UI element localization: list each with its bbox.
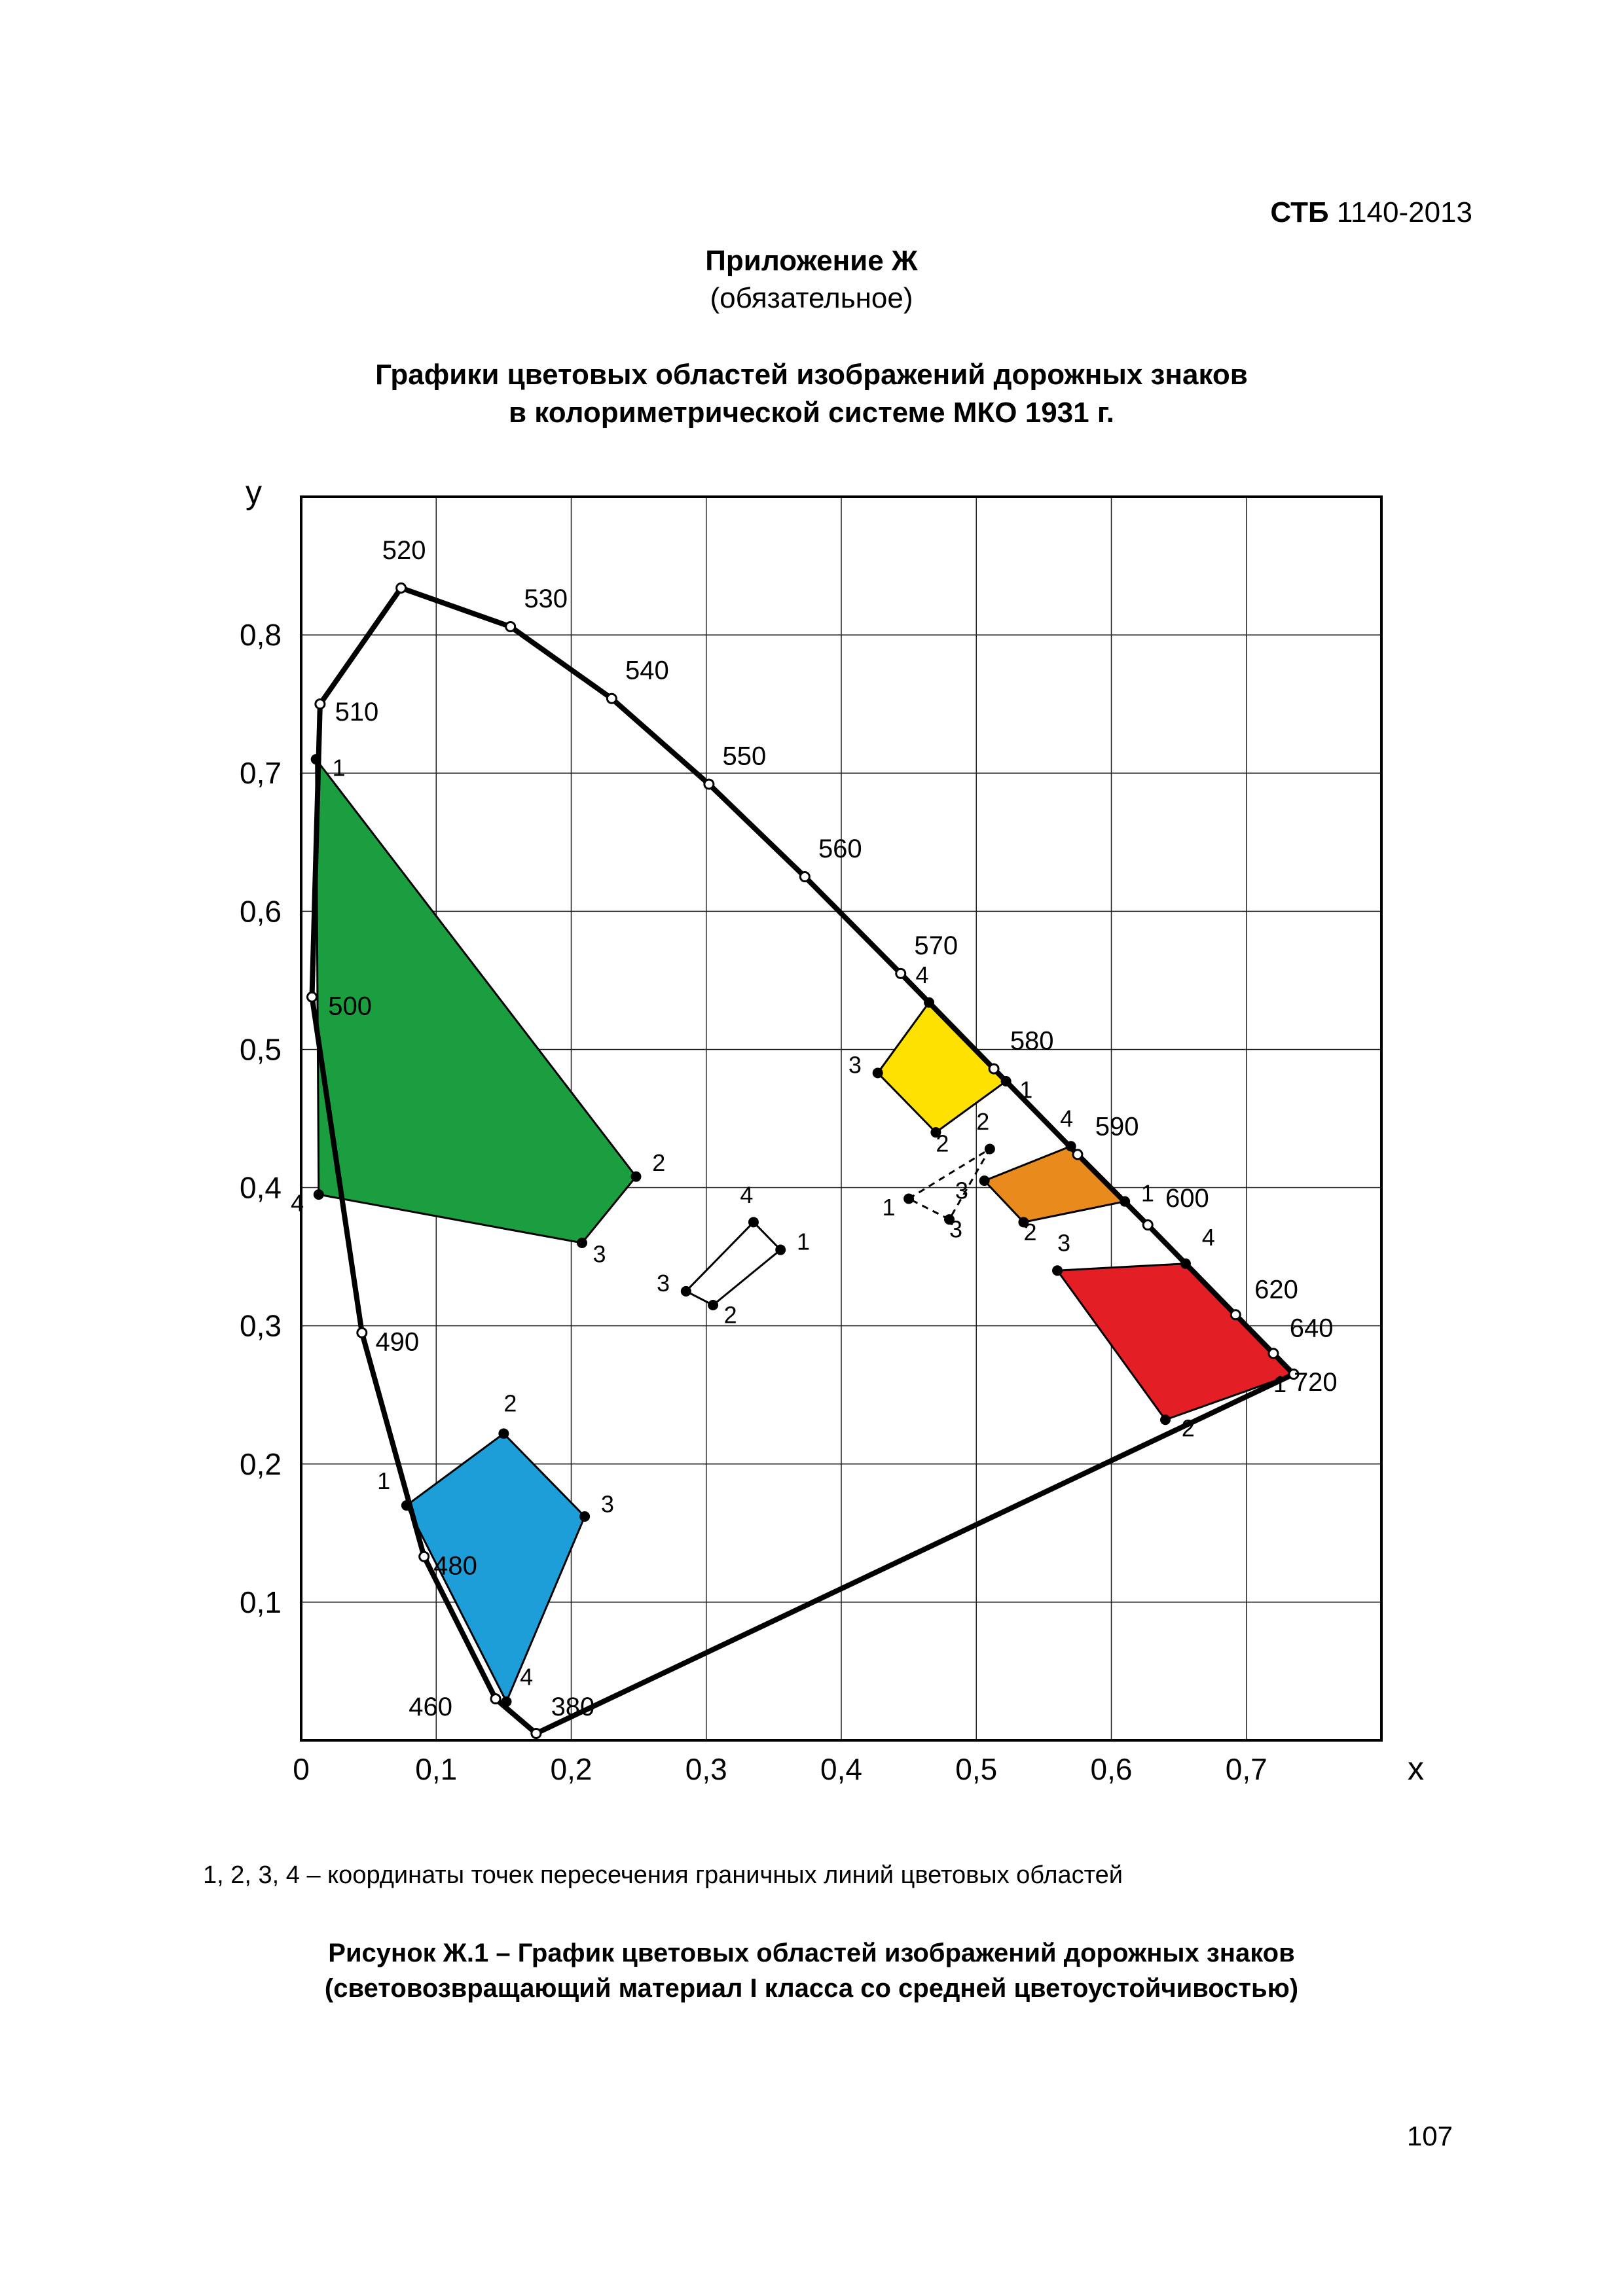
y-tick-label: 0,2 — [240, 1447, 282, 1481]
region-white — [685, 1222, 780, 1305]
region-white-vertex-label: 3 — [657, 1270, 670, 1297]
region-blue-vertex-label: 3 — [600, 1490, 613, 1517]
y-tick-label: 0,5 — [240, 1032, 282, 1066]
y-tick-label: 0,7 — [240, 756, 282, 790]
region-white-vertex-label: 1 — [796, 1228, 809, 1255]
region-red-vertex-label: 3 — [1057, 1229, 1070, 1256]
standard-prefix: СТБ — [1270, 196, 1328, 228]
footnote: 1, 2, 3, 4 – координаты точек пересечени… — [203, 1861, 1486, 1890]
y-tick-label: 0,3 — [240, 1308, 282, 1342]
locus-wavelength-label: 520 — [382, 536, 426, 565]
x-axis-label: x — [1408, 1750, 1424, 1787]
locus-wavelength-label: 380 — [551, 1693, 594, 1721]
locus-wavelength-label: 550 — [722, 742, 766, 770]
region-orange-dashed-vertex-label: 2 — [976, 1108, 989, 1135]
y-axis-label: y — [246, 474, 262, 511]
figure-caption-line1: Рисунок Ж.1 – График цветовых областей и… — [328, 1939, 1294, 1967]
region-red-vertex-label: 4 — [1201, 1224, 1214, 1251]
region-orange-dashed-vertex-label: 3 — [949, 1215, 962, 1242]
region-orange-dashed-vertex-label: 1 — [882, 1194, 895, 1221]
x-tick-label: 0,5 — [955, 1752, 997, 1786]
x-tick-label: 0,3 — [685, 1752, 727, 1786]
locus-wavelength-label: 500 — [328, 992, 372, 1020]
locus-wavelength-label: 480 — [433, 1551, 477, 1580]
y-tick-label: 0,6 — [240, 894, 282, 928]
x-tick-label: 0,6 — [1090, 1752, 1132, 1786]
x-tick-label: 0,4 — [820, 1752, 862, 1786]
figure-caption-line2: (световозвращающий материал I класса со … — [325, 1974, 1298, 2003]
region-yellow-vertex-label: 4 — [915, 961, 928, 988]
locus-wavelength-label: 560 — [818, 834, 862, 863]
x-tick-label: 0,2 — [550, 1752, 592, 1786]
x-tick-label: 0,7 — [1225, 1752, 1267, 1786]
region-orange-solid-vertex-label: 2 — [1023, 1219, 1036, 1246]
locus-wavelength-label: 580 — [1010, 1026, 1053, 1055]
appendix-heading: Приложение Ж (обязательное) — [137, 242, 1486, 317]
region-orange-dashed — [909, 1149, 990, 1219]
chart-container: 1234123412341234123123412343804604804905… — [190, 457, 1434, 1835]
region-blue-vertex-label: 2 — [503, 1390, 517, 1416]
section-title-line1: Графики цветовых областей изображений до… — [375, 359, 1248, 391]
locus-wavelength-label: 540 — [625, 656, 669, 685]
section-title: Графики цветовых областей изображений до… — [137, 356, 1486, 431]
region-green-vertex-label: 1 — [332, 754, 345, 781]
locus-wavelength-label: 620 — [1254, 1275, 1298, 1304]
region-green-vertex-label: 3 — [593, 1240, 606, 1267]
appendix-label: Приложение Ж — [705, 245, 917, 277]
figure-caption: Рисунок Ж.1 – График цветовых областей и… — [137, 1935, 1486, 2006]
region-orange-solid-vertex-label: 4 — [1060, 1105, 1073, 1132]
y-tick-label: 0,8 — [240, 618, 282, 652]
region-white-vertex-label: 4 — [740, 1181, 753, 1208]
region-blue-vertex-label: 1 — [377, 1467, 390, 1494]
region-white-vertex-label: 2 — [723, 1301, 737, 1328]
locus-wavelength-label: 510 — [335, 698, 378, 726]
locus-wavelength-label: 490 — [375, 1327, 419, 1356]
region-yellow-vertex-label: 2 — [936, 1130, 949, 1157]
page-root: СТБ 1140-2013 Приложение Ж (обязательное… — [0, 0, 1623, 2296]
y-tick-label: 0,4 — [240, 1170, 282, 1204]
x-tick-label: 0 — [293, 1752, 310, 1786]
section-title-line2: в колориметрической системе МКО 1931 г. — [509, 397, 1114, 429]
standard-number: 1140-2013 — [1337, 196, 1472, 228]
region-green-vertex-label: 2 — [652, 1149, 665, 1176]
locus-wavelength-label: 720 — [1293, 1368, 1337, 1397]
cie-chromaticity-chart: 1234123412341234123123412343804604804905… — [190, 457, 1434, 1832]
region-blue-vertex-label: 4 — [520, 1663, 533, 1690]
locus-wavelength-label: 590 — [1095, 1112, 1139, 1141]
page-number: 107 — [1407, 2121, 1453, 2152]
x-tick-label: 0,1 — [415, 1752, 457, 1786]
locus-wavelength-label: 600 — [1165, 1184, 1209, 1213]
region-yellow-vertex-label: 3 — [848, 1051, 861, 1078]
appendix-note: (обязательное) — [710, 282, 913, 314]
y-tick-label: 0,1 — [240, 1585, 282, 1619]
standard-id: СТБ 1140-2013 — [1270, 196, 1472, 229]
region-green-vertex-label: 4 — [291, 1189, 304, 1216]
locus-wavelength-label: 570 — [914, 931, 958, 960]
locus-wavelength-label: 640 — [1289, 1314, 1333, 1342]
locus-wavelength-label: 460 — [409, 1693, 452, 1721]
region-orange-solid-vertex-label: 1 — [1140, 1179, 1154, 1206]
locus-wavelength-label: 530 — [524, 584, 568, 613]
